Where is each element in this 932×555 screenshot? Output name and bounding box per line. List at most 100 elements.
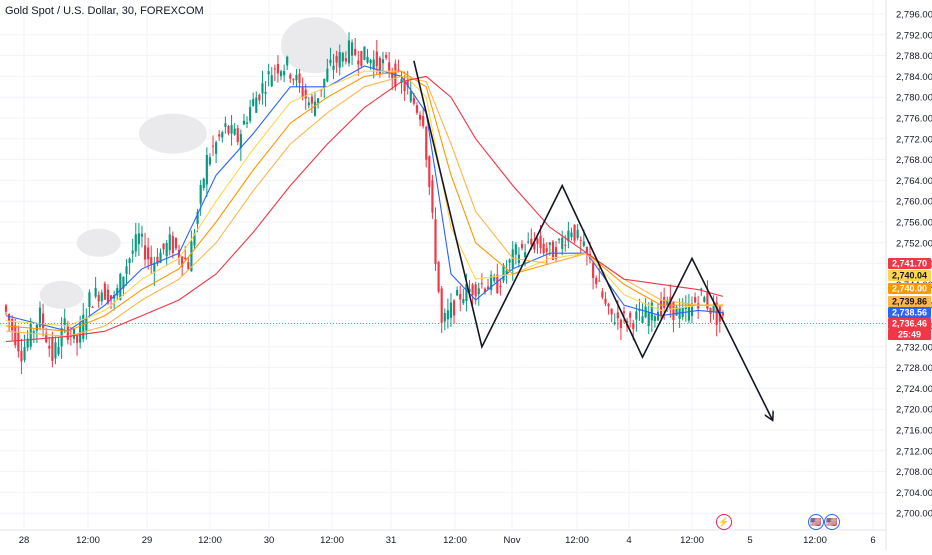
candle-body xyxy=(221,132,224,138)
candle-body xyxy=(32,331,35,333)
candle-body xyxy=(103,283,106,300)
time-tick-label: 12:00 xyxy=(680,535,704,546)
price-tick-label: 2,772.00 xyxy=(896,134,932,145)
candle-body xyxy=(459,294,462,300)
candle-body xyxy=(372,59,375,70)
price-tick-label: 2,760.00 xyxy=(896,197,932,208)
price-tick-label: 2,752.00 xyxy=(896,238,932,249)
candle-body xyxy=(530,238,533,245)
candle-body xyxy=(276,64,280,74)
us-flag-icon[interactable]: 🇺🇸 xyxy=(808,514,824,530)
price-tag-label: 2,740.00 xyxy=(892,284,927,294)
price-tick-label: 2,764.00 xyxy=(896,176,932,187)
candle-body xyxy=(11,318,14,331)
price-tick-label: 2,712.00 xyxy=(896,446,932,457)
candle-body xyxy=(270,75,273,87)
candle-body xyxy=(357,60,360,65)
price-tick-label: 2,716.00 xyxy=(896,426,932,437)
candle-body xyxy=(249,107,252,121)
candle-body xyxy=(363,46,366,60)
candle-body xyxy=(388,62,391,74)
price-tick-label: 2,728.00 xyxy=(896,363,932,374)
candle-body xyxy=(422,116,425,127)
candle-body xyxy=(690,303,694,317)
price-tick-label: 2,720.00 xyxy=(896,405,932,416)
candle-body xyxy=(174,238,178,249)
candle-body xyxy=(119,273,122,300)
candle-body xyxy=(721,312,724,316)
highlight-ellipse xyxy=(76,228,121,257)
candle-body xyxy=(245,122,249,124)
candle-body xyxy=(440,288,443,323)
time-axis[interactable]: 28 12:00 29 12:00 30 12:00 31 12:00 Nov 12:00 4 12:… xyxy=(19,535,876,546)
price-tags: 2,741.70 2,740.04 2,740.00 2,739.862,738.56… xyxy=(888,258,931,340)
candle-body xyxy=(477,288,480,295)
candle-body xyxy=(595,278,598,285)
candle-body xyxy=(4,305,8,312)
lightning-icon[interactable]: ⚡ xyxy=(716,514,732,530)
candle-body xyxy=(570,232,573,238)
candle-body xyxy=(490,275,493,291)
time-tick-label: 6 xyxy=(870,535,875,546)
candle-body xyxy=(715,302,718,325)
candle-body xyxy=(341,52,344,62)
candle-body xyxy=(561,237,564,249)
moving-average-line xyxy=(5,70,723,327)
candle-body xyxy=(125,266,128,274)
candle-body xyxy=(610,308,613,315)
price-tag xyxy=(888,318,931,329)
candle-body xyxy=(468,288,471,292)
grid xyxy=(0,0,886,530)
candle-body xyxy=(347,40,351,64)
candle-body xyxy=(193,233,196,246)
time-tick-label: 12:00 xyxy=(565,535,589,546)
price-tag xyxy=(888,329,931,340)
candle-body xyxy=(369,60,372,64)
candle-body xyxy=(573,224,576,241)
zigzag-forecast-line[interactable] xyxy=(413,60,772,420)
candle-body xyxy=(20,350,23,362)
candle-body xyxy=(134,234,137,252)
candle-body xyxy=(261,83,264,94)
candle-body xyxy=(94,287,97,297)
candle-body xyxy=(496,274,499,294)
candle-body xyxy=(131,250,134,254)
candle-body xyxy=(75,335,79,343)
time-tick-label: 29 xyxy=(142,535,153,546)
highlight-ellipse xyxy=(138,113,207,154)
candle-body xyxy=(703,297,706,302)
candle-body xyxy=(514,244,517,255)
price-tag-label: 2,738.56 xyxy=(892,308,927,318)
candle-body xyxy=(35,324,38,331)
candle-body xyxy=(162,243,165,250)
us-flag-icon[interactable]: 🇺🇸 xyxy=(824,514,840,530)
candle-body xyxy=(499,286,502,288)
candle-body xyxy=(286,56,289,66)
moving-average-line xyxy=(5,65,723,332)
candle-body xyxy=(295,75,298,81)
candle-body xyxy=(576,229,579,239)
time-tick-label: 12:00 xyxy=(320,535,344,546)
candle-body xyxy=(663,296,666,308)
price-tick-label: 2,796.00 xyxy=(896,10,932,21)
candle-body xyxy=(140,233,144,237)
candle-body xyxy=(304,89,307,99)
candle-body xyxy=(567,230,570,242)
candle-body xyxy=(629,312,632,318)
candle-body xyxy=(539,235,542,249)
price-tick-label: 2,700.00 xyxy=(896,509,932,520)
candle-body xyxy=(264,91,267,94)
candle-body xyxy=(344,58,347,62)
candle-body xyxy=(17,332,20,352)
candle-body xyxy=(143,245,147,260)
zigzag-drawing[interactable] xyxy=(0,60,886,420)
candle-body xyxy=(224,123,227,127)
candle-body xyxy=(672,301,675,321)
candle-body xyxy=(505,270,508,274)
candle-body xyxy=(242,120,246,125)
candle-body xyxy=(709,307,712,314)
candle-body xyxy=(486,286,490,290)
price-tick-label: 2,756.00 xyxy=(896,218,932,229)
